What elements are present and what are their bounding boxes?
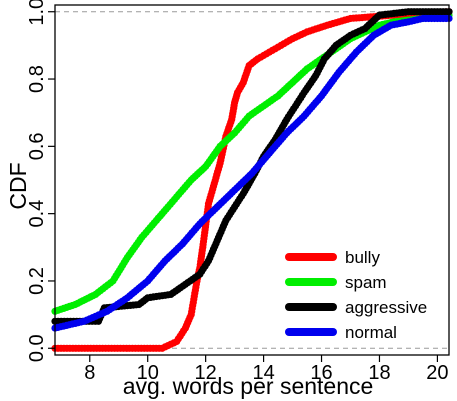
x-tick-label: 16 (310, 362, 332, 384)
legend-label-spam: spam (345, 273, 387, 292)
series-bully (51, 8, 453, 352)
x-tick-label: 20 (426, 362, 448, 384)
x-tick-label: 10 (137, 362, 159, 384)
y-tick-label: 0.2 (26, 267, 48, 295)
series-spam (51, 11, 453, 315)
x-tick-label: 12 (195, 362, 217, 384)
legend-label-aggressive: aggressive (345, 298, 427, 317)
legend: bully spam aggressive normal (285, 248, 427, 342)
y-tick-label: 0.8 (26, 65, 48, 93)
series-normal (51, 14, 453, 332)
y-tick-label: 1.0 (26, 0, 48, 26)
legend-label-bully: bully (345, 248, 380, 267)
legend-label-normal: normal (345, 323, 397, 342)
y-tick-label: 0.4 (26, 200, 48, 228)
y-tick-label: 0.6 (26, 132, 48, 160)
x-axis: 8 10 12 14 16 18 20 (84, 355, 449, 384)
x-tick-label: 18 (368, 362, 390, 384)
y-axis-title: CDF (5, 162, 31, 209)
x-axis-title: avg. words per sentence (123, 373, 374, 399)
series-layer (51, 8, 453, 352)
x-tick-label: 14 (252, 362, 274, 384)
y-tick-label: 0.0 (26, 334, 48, 362)
x-tick-label: 8 (84, 362, 95, 384)
plot-frame (54, 4, 450, 356)
y-axis: 0.0 0.2 0.4 0.6 0.8 1.0 (26, 0, 55, 362)
